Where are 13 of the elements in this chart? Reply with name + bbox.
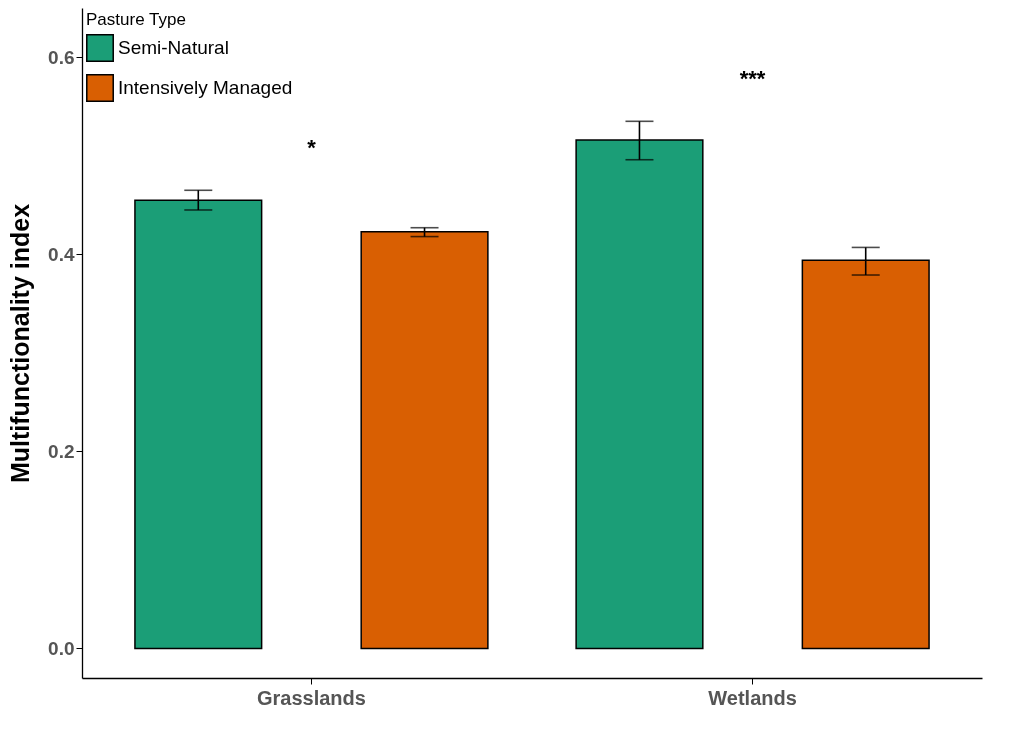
legend-label: Intensively Managed — [118, 77, 293, 98]
x-tick-label: Grasslands — [256, 686, 366, 709]
legend-title: Pasture Type — [86, 10, 186, 29]
annotation: *** — [739, 66, 766, 92]
y-tick-label: 0.2 — [48, 440, 75, 462]
annotation: * — [307, 135, 317, 161]
y-tick-label: 0.0 — [48, 637, 75, 659]
bar — [360, 230, 489, 650]
y-tick-label: 0.6 — [48, 46, 75, 68]
legend-label: Semi-Natural — [118, 37, 229, 58]
y-axis-title: Multifunctionality index — [6, 203, 35, 484]
x-tick-label: Wetlands — [708, 686, 797, 709]
y-tick-label: 0.4 — [48, 243, 75, 265]
